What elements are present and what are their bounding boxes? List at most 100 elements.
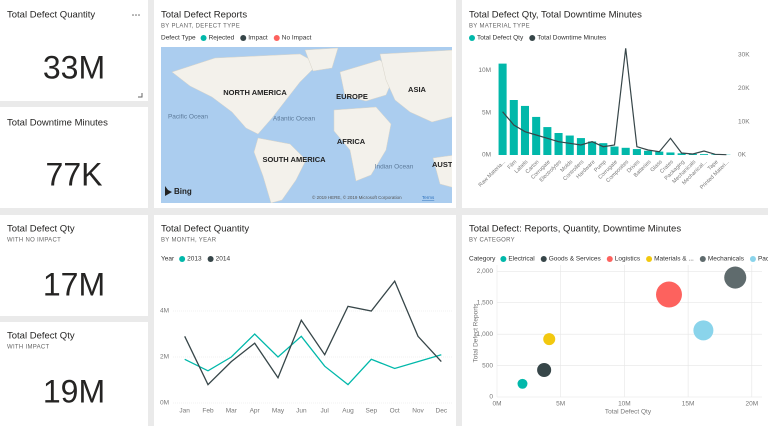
card-value: 33M [43,49,105,85]
map-label: Atlantic Ocean [273,116,316,123]
card-value: 17M [43,266,105,302]
legend-title: Year [161,256,175,263]
map-label: AFRICA [337,137,366,146]
tile-title: Total Defect Qty, Total Downtime Minutes [469,10,642,21]
line-tile[interactable] [154,215,456,426]
y-tick-label: 2,000 [477,268,494,275]
y-tick-label: 0M [160,400,169,407]
bubble [656,281,682,308]
card-title: Total Defect Qty [7,224,75,235]
legend-title: Defect Type [161,35,196,42]
x-tick-label: Film [507,159,519,171]
legend-item: Total Downtime Minutes [537,35,607,42]
bar [599,143,608,155]
card-tile[interactable] [0,0,148,101]
bar [588,141,597,155]
card-subtitle: WITH NO IMPACT [7,238,61,244]
y-tick-label: 1,000 [477,331,494,338]
bar [532,116,541,155]
x-tick-label: 5M [556,401,565,408]
tile-title: Total Defect: Reports, Quantity, Downtim… [469,224,681,235]
map-label: AUSTI [432,160,455,169]
tile-subtitle: BY MONTH, YEAR [161,238,217,244]
legend-swatch [469,35,475,41]
bubble [724,266,747,289]
y2-tick-label: 0K [738,152,747,159]
legend-swatch [500,256,507,262]
y-tick-label: 2M [160,354,169,361]
legend-item: Mechanicals [708,256,745,263]
legend-swatch [646,256,653,262]
card-title: Total Defect Qty [7,331,75,342]
map-label: EUROPE [336,92,368,101]
card-subtitle: WITH IMPACT [7,345,50,351]
y-tick-label: 0 [489,394,493,401]
map-label: NORTH AMERICA [223,88,287,97]
tile-title: Total Defect Reports [161,10,247,21]
line [184,333,442,386]
bar [520,105,530,155]
card-tile[interactable] [0,215,148,316]
legend-item: Rejected [209,35,235,42]
legend-swatch [179,256,186,262]
bar [632,149,641,155]
y2-tick-label: 20K [738,85,750,92]
x-tick-label: 0M [492,401,501,408]
legend-title: Category [469,256,496,263]
card-tile[interactable] [0,107,148,208]
bing-logo: Bing [174,187,192,196]
card-tile[interactable] [0,322,148,426]
bar [498,63,507,155]
bing-icon [165,186,172,196]
y-tick-label: 5M [482,109,491,116]
x-tick-label: 10M [618,401,631,408]
map-terms[interactable]: Terms [422,195,435,200]
bubble [693,320,714,341]
legend-swatch [699,256,706,262]
map-label: ASIA [408,85,427,94]
bubble [537,362,552,378]
scatter-tile[interactable] [462,215,768,426]
x-tick-label: Apr [250,408,261,415]
card-value: 19M [43,373,105,409]
tile-subtitle: BY CATEGORY [469,238,515,244]
y-tick-label: 500 [482,362,493,369]
more-options[interactable] [132,14,140,16]
x-tick-label: Nov [412,408,424,415]
legend-item: Goods & Services [549,256,602,263]
x-tick-label: May [272,408,285,415]
bar [543,127,552,155]
legend-item: Packaging [758,256,768,263]
x-tick-label: Mar [226,408,238,415]
card-value: 77K [46,156,103,192]
x-tick-label: Jun [296,408,307,415]
bar [666,152,675,155]
legend-swatch [749,256,756,262]
line [184,279,442,386]
bar [509,100,518,155]
x-tick-label: Jan [179,408,190,415]
tile-title: Total Defect Quantity [161,224,249,235]
map-label: Pacific Ocean [168,114,208,121]
legend-swatch [540,256,547,262]
bar [644,150,653,155]
x-tick-label: Jul [321,408,330,415]
line [502,48,727,156]
bubble [543,333,556,346]
resize-handle[interactable] [138,93,143,98]
x-tick-label: 20M [745,401,758,408]
legend-swatch [207,256,214,262]
y2-tick-label: 10K [738,118,750,125]
bar [655,151,664,155]
legend-swatch [200,35,207,41]
map[interactable]: NORTH AMERICA Pacific Ocean Atlantic Oce… [161,47,455,203]
bar [554,133,563,155]
y-tick-label: 4M [160,308,169,315]
x-tick-label: Oct [390,408,400,415]
y-tick-label: 0M [482,152,491,159]
legend-swatch [529,35,536,41]
legend-item: 2013 [187,256,202,263]
tile-subtitle: BY MATERIAL TYPE [469,24,530,30]
x-axis-title: Total Defect Qty [605,409,652,416]
